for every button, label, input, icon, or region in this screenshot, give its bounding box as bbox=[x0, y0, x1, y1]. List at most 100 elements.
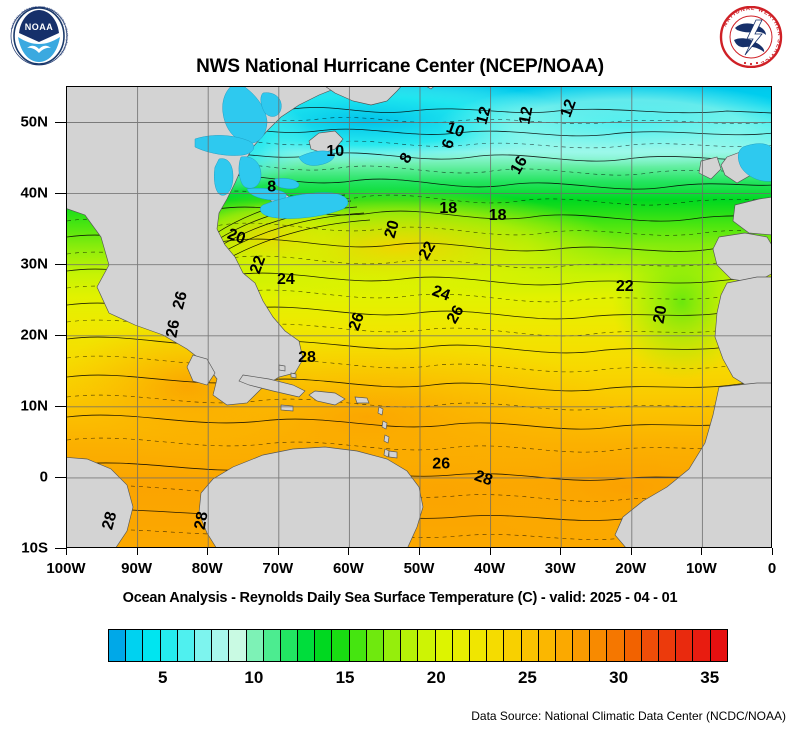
x-tick-label: 60W bbox=[332, 560, 364, 577]
contour-label: 28 bbox=[192, 510, 212, 531]
y-tick bbox=[55, 334, 66, 336]
noaa-logo-icon: NOAA NATIONAL OCEANIC AND ATMOSPHERIC AD… bbox=[8, 5, 70, 66]
y-tick-label: 10N bbox=[20, 397, 48, 415]
colorbar-swatch bbox=[246, 630, 264, 661]
colorbar-swatch bbox=[143, 630, 161, 661]
contour-label: 8 bbox=[267, 179, 276, 196]
y-tick-label: 50N bbox=[20, 113, 48, 131]
contour-label: 12 bbox=[474, 105, 495, 127]
colorbar-swatch bbox=[435, 630, 453, 661]
colorbar-swatch bbox=[349, 630, 367, 661]
colorbar-tick-label: 10 bbox=[244, 668, 264, 687]
contour-label: 10 bbox=[444, 119, 467, 141]
colorbar-tick-label: 20 bbox=[426, 668, 446, 687]
colorbar-swatch bbox=[418, 630, 436, 661]
colorbar-tick-label: 30 bbox=[609, 668, 629, 687]
svg-text:NOAA: NOAA bbox=[25, 22, 54, 32]
contour-label: 22 bbox=[616, 278, 634, 295]
x-tick bbox=[136, 548, 138, 555]
contour-label: 18 bbox=[489, 207, 507, 224]
contour-label: 12 bbox=[516, 105, 536, 126]
contour-label: 22 bbox=[247, 253, 269, 276]
x-tick-label: 40W bbox=[474, 560, 506, 577]
temperature-colorbar[interactable] bbox=[108, 629, 728, 662]
contour-label: 26 bbox=[432, 456, 450, 473]
y-tick-label: 40N bbox=[20, 184, 48, 202]
colorbar-tick-label: 5 bbox=[157, 668, 168, 687]
colorbar-swatch bbox=[538, 630, 556, 661]
contour-label-group: 1616 bbox=[507, 153, 531, 177]
colorbar-swatch bbox=[693, 630, 711, 661]
colorbar-tick-label: 15 bbox=[335, 668, 355, 687]
contour-label: 28 bbox=[472, 467, 495, 489]
y-tick-label: 10S bbox=[21, 539, 48, 557]
colorbar-swatch bbox=[487, 630, 505, 661]
colorbar-swatch bbox=[332, 630, 350, 661]
colorbar-swatch bbox=[229, 630, 247, 661]
x-tick-label: 30W bbox=[544, 560, 576, 577]
x-tick bbox=[630, 548, 632, 555]
contour-label: 26 bbox=[444, 303, 468, 327]
colorbar-swatch bbox=[504, 630, 522, 661]
colorbar-swatch bbox=[263, 630, 281, 661]
contour-label: 20 bbox=[382, 218, 403, 240]
colorbar-swatch bbox=[315, 630, 333, 661]
contour-label: 28 bbox=[298, 349, 316, 366]
colorbar-swatch bbox=[710, 630, 727, 661]
x-tick-label: 50W bbox=[403, 560, 435, 577]
x-tick-label: 0 bbox=[767, 560, 777, 577]
colorbar-tick-label: 35 bbox=[700, 668, 720, 687]
colorbar-swatch bbox=[469, 630, 488, 661]
contour-label: 24 bbox=[277, 271, 295, 288]
colorbar-swatch bbox=[624, 630, 642, 661]
colorbar-swatch bbox=[280, 630, 299, 661]
colorbar-swatch bbox=[160, 630, 178, 661]
colorbar-swatch bbox=[521, 630, 539, 661]
x-tick bbox=[66, 548, 67, 555]
colorbar-swatch bbox=[212, 630, 230, 661]
x-tick-label: 10W bbox=[685, 560, 717, 577]
contour-label-group: 88 bbox=[267, 179, 276, 196]
colorbar-swatch bbox=[676, 630, 694, 661]
x-tick-label: 90W bbox=[121, 560, 153, 577]
y-tick bbox=[55, 548, 66, 549]
colorbar-swatch bbox=[452, 630, 470, 661]
colorbar-swatch bbox=[590, 630, 608, 661]
x-tick bbox=[772, 548, 773, 555]
colorbar-swatch bbox=[641, 630, 659, 661]
colorbar-swatch bbox=[555, 630, 574, 661]
colorbar-swatch bbox=[194, 630, 213, 661]
sst-map-plot[interactable]: 6688881010101012121212121216161818181820… bbox=[66, 86, 772, 548]
chart-subtitle: Ocean Analysis - Reynolds Daily Sea Surf… bbox=[122, 590, 678, 606]
colorbar-swatch bbox=[126, 630, 144, 661]
colorbar-swatch bbox=[109, 630, 127, 661]
colorbar-swatch bbox=[384, 630, 402, 661]
colorbar-swatch bbox=[298, 630, 316, 661]
y-tick-label: 0 bbox=[39, 468, 48, 486]
nws-logo-icon: NATIONAL WEATHER SERVICE bbox=[718, 5, 784, 69]
contour-label: 10 bbox=[326, 143, 344, 160]
contour-label: 26 bbox=[346, 310, 368, 333]
y-tick bbox=[55, 476, 66, 478]
data-source-note: Data Source: National Climatic Data Cent… bbox=[471, 709, 786, 723]
y-tick-label: 30N bbox=[20, 255, 48, 273]
